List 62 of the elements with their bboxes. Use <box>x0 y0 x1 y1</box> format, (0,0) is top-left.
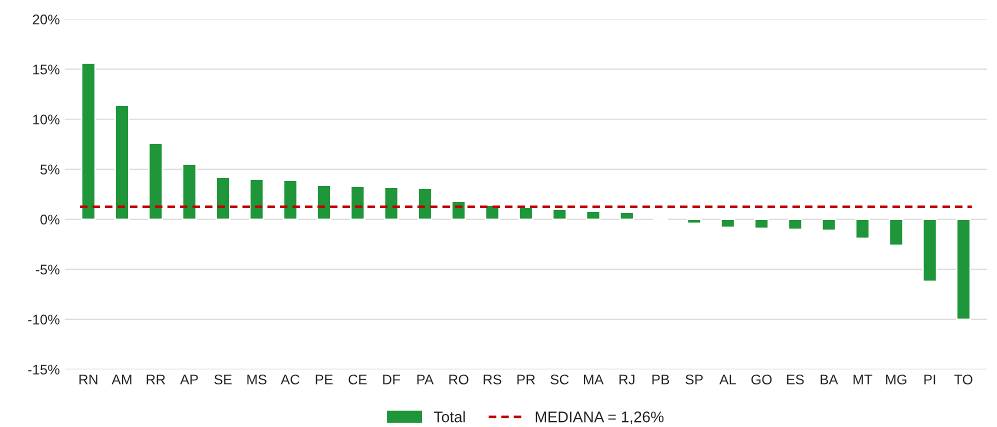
x-tick-label: BA <box>820 374 838 384</box>
bar <box>418 188 432 220</box>
x-tick-label: CE <box>348 374 367 384</box>
x-tick-label: RJ <box>620 374 634 384</box>
bar <box>686 218 702 224</box>
bar <box>148 142 164 220</box>
bar <box>80 62 96 220</box>
x-tick-label: MA <box>584 374 604 384</box>
bar <box>384 186 399 220</box>
x-tick-label: AP <box>180 374 198 384</box>
x-tick-label: PE <box>316 374 333 384</box>
y-tick-label: -5% <box>36 264 60 274</box>
x-tick-label: PA <box>417 374 434 384</box>
x-tick-label: MG <box>886 374 906 384</box>
bar <box>855 218 870 239</box>
bar <box>114 104 130 220</box>
x-tick-label: MT <box>854 374 872 384</box>
y-tick-label: 10% <box>33 114 60 124</box>
x-tick-label: DF <box>383 374 400 384</box>
x-tick-label: PI <box>924 374 936 384</box>
y-tick-label: 20% <box>32 14 60 24</box>
bar <box>821 218 836 231</box>
y-tick-label: -10% <box>28 314 60 325</box>
x-tick-label: AL <box>719 374 736 384</box>
x-tick-label: ES <box>787 374 804 384</box>
bar <box>586 210 601 220</box>
bar <box>316 184 332 220</box>
x-tick-label: RR <box>146 374 166 384</box>
x-tick-label: PR <box>517 374 535 384</box>
x-tick-label: AC <box>280 374 300 384</box>
y-tick-label: 0% <box>40 214 60 224</box>
bar <box>956 218 971 320</box>
x-tick-label: AM <box>112 374 132 384</box>
bar <box>182 164 197 220</box>
bar <box>754 218 769 229</box>
x-tick-label: RN <box>79 374 98 384</box>
bar <box>619 212 634 220</box>
legend-label: Total <box>434 411 465 422</box>
bar <box>518 206 534 220</box>
x-tick-label: TO <box>954 374 972 384</box>
x-tick-label: SE <box>214 374 232 384</box>
bar <box>552 208 567 220</box>
x-tick-label: RO <box>449 374 468 384</box>
legend-label: MEDIANA = 1,26% <box>536 412 664 424</box>
bar <box>451 200 466 220</box>
bar <box>282 180 298 220</box>
bar <box>922 218 938 282</box>
y-tick-label: 15% <box>33 64 60 74</box>
x-tick-label: GO <box>751 374 772 384</box>
bar <box>249 178 264 220</box>
x-tick-label: PB <box>652 374 670 384</box>
bar <box>788 218 803 230</box>
bar <box>350 186 366 220</box>
x-tick-label: RS <box>484 374 502 384</box>
bar <box>720 218 736 228</box>
x-tick-label: SC <box>550 374 569 384</box>
bar <box>216 176 230 220</box>
y-tick-label: 5% <box>40 164 60 174</box>
x-tick-label: MS <box>247 374 266 384</box>
x-tick-label: SP <box>686 374 703 384</box>
bar <box>888 218 904 246</box>
y-tick-label: -15% <box>28 364 60 375</box>
